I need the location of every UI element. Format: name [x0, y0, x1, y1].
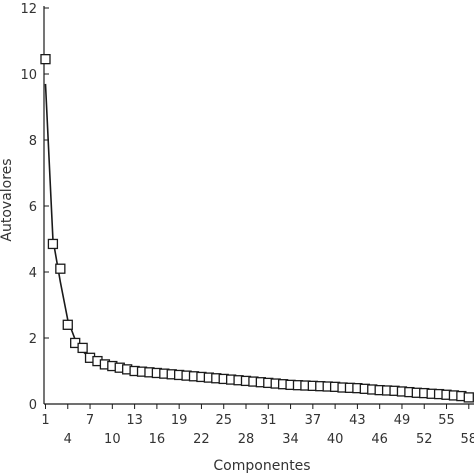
x-tick-label: 37 — [305, 413, 322, 428]
y-tick-label: 4 — [29, 266, 37, 281]
x-tick-label: 55 — [438, 413, 455, 428]
data-point — [55, 263, 66, 274]
x-tick-label: 43 — [349, 413, 366, 428]
x-axis-title: Componentes — [213, 458, 310, 474]
data-point — [62, 319, 73, 330]
x-tick-label: 13 — [126, 413, 143, 428]
x-tick-label: 16 — [149, 432, 166, 447]
y-tick-label: 12 — [20, 2, 37, 17]
data-point — [463, 392, 474, 403]
y-tick-label: 0 — [29, 398, 37, 413]
x-tick-label: 31 — [260, 413, 277, 428]
x-tick-label: 7 — [86, 413, 94, 428]
y-axis-title: Autovalores — [0, 158, 15, 241]
x-tick-label: 40 — [327, 432, 344, 447]
x-tick-label: 4 — [64, 432, 72, 447]
x-tick-label: 58 — [461, 432, 474, 447]
x-tick-label: 22 — [193, 432, 210, 447]
eigenvalue-markers — [40, 54, 474, 403]
y-tick-label: 10 — [20, 68, 37, 83]
x-ticks: 1 7 13 19 25 31 37 43 49 55 4 10 16 22 28 34 40 46 52 58 — [41, 404, 474, 447]
x-tick-label: 25 — [215, 413, 232, 428]
x-tick-label: 46 — [371, 432, 388, 447]
axes — [43, 6, 474, 405]
x-tick-label: 28 — [238, 432, 255, 447]
x-tick-label: 34 — [282, 432, 299, 447]
x-tick-label: 49 — [394, 413, 411, 428]
y-tick-label: 6 — [29, 200, 37, 215]
data-point — [40, 54, 51, 65]
y-ticks: 0 2 4 6 8 10 12 — [20, 2, 49, 413]
x-tick-label: 52 — [416, 432, 433, 447]
x-tick-label: 1 — [41, 413, 49, 428]
y-tick-label: 2 — [29, 332, 37, 347]
eigenvalue-curve — [44, 83, 469, 399]
y-tick-label: 8 — [29, 134, 37, 149]
x-tick-label: 19 — [171, 413, 188, 428]
data-point — [47, 238, 59, 250]
data-point — [77, 342, 88, 354]
x-tick-label: 10 — [104, 432, 121, 447]
